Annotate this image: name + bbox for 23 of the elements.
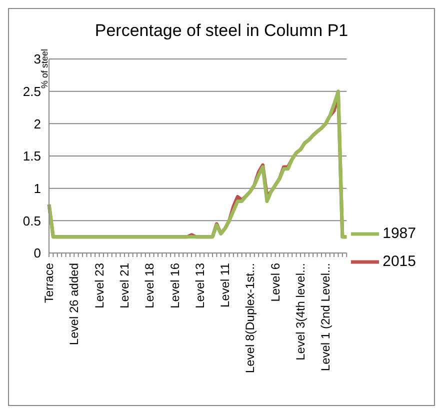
x-tick-label: Level 11 [218, 262, 232, 308]
x-tick-label: Level 23 [92, 262, 106, 308]
y-tick-label: 0 [34, 246, 41, 261]
x-tick-label: Terrace [42, 262, 56, 304]
x-tick-label: Level 16 [168, 262, 182, 308]
y-tick-label: 1.5 [22, 148, 41, 164]
chart-title: Percentage of steel in Column P1 [94, 21, 350, 42]
x-tick-label: Level 1 (2nd Level... [318, 263, 333, 372]
legend-label: 2015 [382, 252, 416, 270]
x-tick-label: Level 13 [192, 262, 207, 308]
y-tick-label: 1 [34, 180, 41, 196]
x-tick-label: Level 18 [142, 262, 157, 308]
x-tick-label: Level 21 [117, 262, 132, 308]
x-tick-label: Level 3(4th level... [294, 263, 308, 360]
y-tick-label: 2 [34, 116, 41, 132]
x-tick-label: Level 26 added [67, 263, 82, 346]
y-axis-title: % of steel [39, 49, 50, 89]
legend-label: 1987 [382, 224, 416, 242]
x-tick-label: Level 8(Duplex-1st... [243, 263, 258, 374]
y-tick-label: 2.5 [22, 84, 41, 99]
y-tick-label: 3 [34, 52, 41, 67]
x-tick-label: Level 6 [268, 262, 282, 302]
y-tick-label: 0.5 [22, 213, 41, 228]
